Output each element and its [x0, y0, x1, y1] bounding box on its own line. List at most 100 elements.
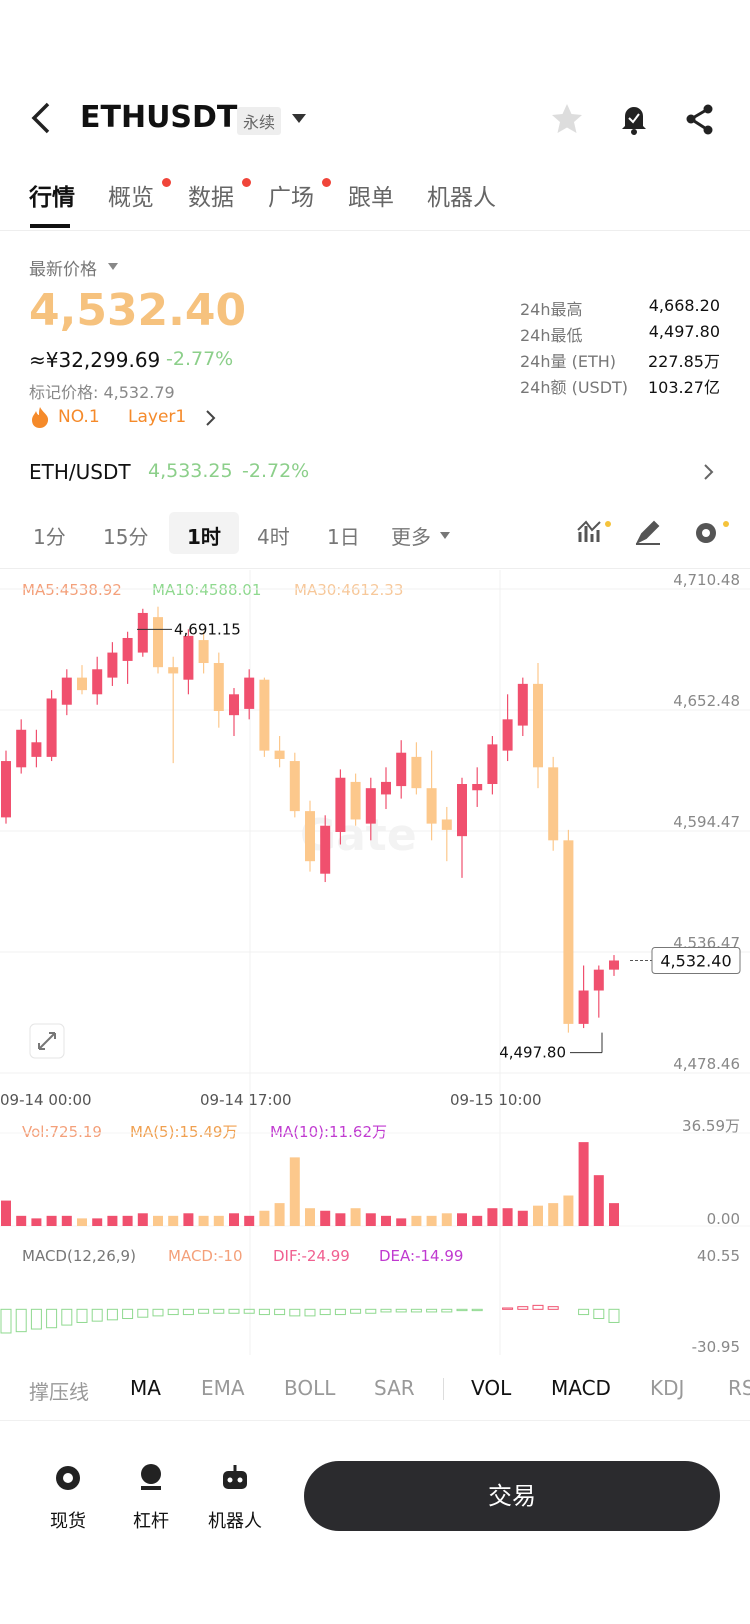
chevron[interactable] — [702, 462, 716, 482]
candle-body — [365, 788, 376, 824]
candle-body — [259, 679, 270, 751]
macd-bar — [593, 1308, 605, 1320]
interval[interactable]: 1时 — [187, 525, 221, 549]
candle-body — [137, 612, 148, 653]
symbol[interactable]: ETHUSDT — [80, 100, 238, 135]
tab[interactable]: 行情 — [29, 185, 75, 211]
macd-bar — [502, 1307, 514, 1310]
vol-tick-label: 0.00 — [707, 1210, 740, 1228]
candle-body — [274, 750, 285, 759]
interval[interactable]: 更多 — [391, 525, 431, 549]
pair-name[interactable]: ETH/USDT — [29, 460, 131, 484]
volume-bar — [487, 1208, 498, 1226]
candle-body — [16, 729, 27, 768]
volume-bar — [502, 1208, 513, 1226]
macd-bar — [0, 1308, 12, 1334]
divider — [0, 230, 750, 231]
tag[interactable]: Layer1 — [128, 407, 187, 427]
dropdown — [108, 263, 118, 270]
bottom-label[interactable]: 机器人 — [208, 1511, 262, 1532]
volume-bar — [396, 1218, 407, 1226]
candle-body — [31, 742, 42, 757]
y-tick-label: 4,594.47 — [673, 813, 740, 831]
macd-bar — [274, 1308, 286, 1316]
pair-change: -2.72% — [242, 460, 310, 482]
macd-bar — [182, 1308, 194, 1316]
indicator[interactable]: EMA — [201, 1376, 245, 1400]
candle-body — [487, 744, 498, 785]
trade-button[interactable]: 交易 — [304, 1461, 720, 1531]
macd-bar — [471, 1308, 483, 1312]
interval[interactable]: 15分 — [103, 525, 149, 549]
indicator[interactable]: MACD — [551, 1376, 611, 1400]
macd-bar — [395, 1308, 407, 1313]
tab[interactable]: 广场 — [268, 185, 314, 211]
change: -2.77% — [166, 348, 234, 370]
macd-bar — [289, 1308, 301, 1317]
back-button[interactable] — [26, 100, 56, 136]
bottom-icon[interactable] — [52, 1462, 84, 1494]
tab[interactable]: 概览 — [108, 185, 154, 211]
tab[interactable]: 数据 — [188, 185, 234, 211]
candle-body — [517, 683, 528, 726]
tab-dot — [322, 178, 331, 187]
candle-body — [77, 677, 87, 691]
indicator[interactable]: VOL — [471, 1376, 512, 1400]
volume-bar — [259, 1210, 270, 1226]
volume-bar — [183, 1213, 194, 1226]
volume-bar — [593, 1175, 604, 1226]
macd-bar — [30, 1308, 42, 1330]
interval[interactable]: 1分 — [33, 525, 66, 549]
stat-value: 4,497.80 — [648, 322, 720, 341]
bottom-label[interactable]: 杠杆 — [133, 1511, 169, 1532]
x-tick-label: 09-14 00:00 — [0, 1091, 92, 1109]
bottom-icon[interactable] — [219, 1462, 251, 1494]
volume-bar — [548, 1203, 559, 1226]
ma-legend: MA10:4588.01 — [152, 581, 261, 599]
bottom-label[interactable]: 现货 — [50, 1511, 86, 1532]
vol-legend: MA(10):11.62万 — [270, 1123, 387, 1141]
volume-bar — [533, 1205, 543, 1226]
tab[interactable]: 机器人 — [427, 185, 496, 211]
interval[interactable]: 1日 — [327, 525, 360, 549]
stat-value: 4,668.20 — [648, 296, 720, 315]
volume-bar — [609, 1203, 619, 1226]
candle-body — [533, 683, 543, 768]
indicator[interactable]: BOLL — [284, 1376, 336, 1400]
volume-bar — [77, 1218, 87, 1226]
indicator[interactable]: KDJ — [650, 1376, 685, 1400]
candle-body — [46, 698, 57, 757]
expand-icon — [38, 1032, 56, 1050]
indicator[interactable]: MA — [130, 1376, 161, 1400]
macd-bar — [334, 1308, 346, 1316]
macd-bar — [91, 1308, 103, 1322]
y-tick-label: 4,652.48 — [673, 692, 740, 710]
candle-body — [107, 652, 118, 678]
volume-bar — [411, 1215, 422, 1226]
tab[interactable]: 跟单 — [348, 185, 394, 211]
volume-bar — [46, 1215, 57, 1226]
macd-bar — [213, 1308, 225, 1314]
candle-body — [609, 960, 619, 970]
candle-body — [396, 752, 407, 787]
chevron — [206, 410, 216, 426]
volume-bar — [350, 1208, 361, 1226]
chart-tools[interactable] — [577, 518, 729, 548]
alert-icon[interactable] — [617, 102, 651, 136]
candle-body — [61, 677, 72, 705]
share-icon[interactable] — [683, 102, 717, 136]
stat-value: 227.85万 — [648, 352, 720, 371]
macd-bar — [15, 1308, 27, 1333]
indicator[interactable]: 撑压线 — [29, 1380, 89, 1404]
bottom-icon[interactable] — [135, 1462, 167, 1494]
candle-body — [229, 694, 239, 716]
indicator[interactable]: SAR — [374, 1376, 415, 1400]
macd-bar — [456, 1308, 468, 1312]
dropdown[interactable] — [290, 112, 308, 126]
indicator-bar: 撑压线 MA EMA BOLL SAR VOL MACD KDJ RSI — [0, 1370, 750, 1410]
interval[interactable]: 4时 — [257, 525, 290, 549]
cny-price: ≈¥32,299.69 — [29, 348, 161, 372]
indicator[interactable]: RSI — [728, 1376, 750, 1400]
star-icon[interactable] — [550, 102, 584, 136]
